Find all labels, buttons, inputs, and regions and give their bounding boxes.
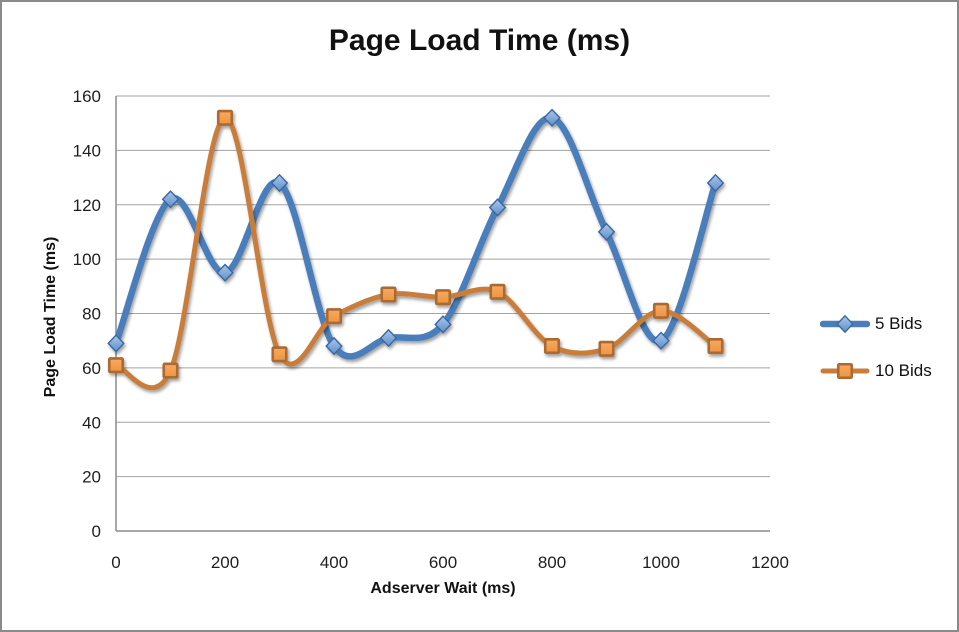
svg-text:60: 60 (82, 359, 101, 378)
svg-text:0: 0 (92, 522, 101, 541)
svg-text:600: 600 (429, 553, 457, 572)
svg-text:1200: 1200 (751, 553, 789, 572)
svg-text:1000: 1000 (642, 553, 680, 572)
x-axis-title: Adserver Wait (ms) (370, 580, 516, 597)
svg-text:140: 140 (73, 141, 101, 160)
svg-text:120: 120 (73, 196, 101, 215)
legend-item-10-bids[interactable]: 10 Bids (820, 361, 932, 381)
svg-text:800: 800 (538, 553, 566, 572)
legend-label-5-bids: 5 Bids (875, 314, 923, 333)
svg-text:40: 40 (82, 413, 101, 432)
legend-label-10-bids: 10 Bids (875, 361, 932, 380)
svg-text:0: 0 (111, 553, 120, 572)
svg-text:160: 160 (73, 87, 101, 106)
svg-text:200: 200 (211, 553, 239, 572)
legend-item-5-bids[interactable]: 5 Bids (820, 314, 932, 334)
series-5-bids-swatch-icon (820, 315, 870, 333)
svg-text:400: 400 (320, 553, 348, 572)
svg-text:100: 100 (73, 250, 101, 269)
series-10-bids-swatch-icon (820, 362, 870, 380)
svg-text:20: 20 (82, 468, 101, 487)
legend: 5 Bids 10 Bids (820, 314, 932, 381)
y-axis-title: Page Load Time (ms) (42, 236, 59, 398)
chart-title: Page Load Time (ms) (328, 24, 631, 57)
svg-text:80: 80 (82, 305, 101, 324)
